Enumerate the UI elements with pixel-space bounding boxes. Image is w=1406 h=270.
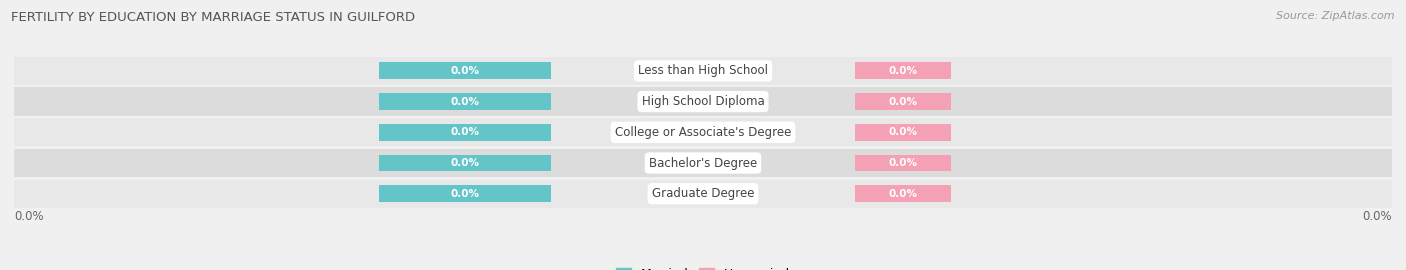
Bar	[855, 93, 950, 110]
Text: 0.0%: 0.0%	[14, 210, 44, 223]
Text: 0.0%: 0.0%	[451, 189, 479, 199]
Bar	[14, 118, 1392, 146]
Bar	[380, 62, 551, 79]
Bar	[14, 87, 1392, 116]
Bar	[380, 124, 551, 141]
Text: 0.0%: 0.0%	[451, 97, 479, 107]
Bar	[14, 180, 1392, 208]
Text: 0.0%: 0.0%	[889, 189, 917, 199]
Bar	[855, 62, 950, 79]
Bar	[855, 154, 950, 171]
Text: 0.0%: 0.0%	[451, 127, 479, 137]
Text: 0.0%: 0.0%	[451, 66, 479, 76]
Bar	[14, 149, 1392, 177]
Bar	[380, 93, 551, 110]
Text: 0.0%: 0.0%	[889, 66, 917, 76]
Bar	[855, 185, 950, 202]
Bar	[855, 124, 950, 141]
Text: 0.0%: 0.0%	[889, 97, 917, 107]
Text: College or Associate's Degree: College or Associate's Degree	[614, 126, 792, 139]
Text: Bachelor's Degree: Bachelor's Degree	[650, 157, 756, 170]
Text: High School Diploma: High School Diploma	[641, 95, 765, 108]
Text: 0.0%: 0.0%	[1362, 210, 1392, 223]
Bar	[380, 185, 551, 202]
Text: 0.0%: 0.0%	[889, 127, 917, 137]
Text: Less than High School: Less than High School	[638, 64, 768, 77]
Text: 0.0%: 0.0%	[889, 158, 917, 168]
Bar	[14, 57, 1392, 85]
Text: Graduate Degree: Graduate Degree	[652, 187, 754, 200]
Text: 0.0%: 0.0%	[451, 158, 479, 168]
Legend: Married, Unmarried: Married, Unmarried	[612, 263, 794, 270]
Text: Source: ZipAtlas.com: Source: ZipAtlas.com	[1277, 11, 1395, 21]
Text: FERTILITY BY EDUCATION BY MARRIAGE STATUS IN GUILFORD: FERTILITY BY EDUCATION BY MARRIAGE STATU…	[11, 11, 415, 24]
Bar	[380, 154, 551, 171]
